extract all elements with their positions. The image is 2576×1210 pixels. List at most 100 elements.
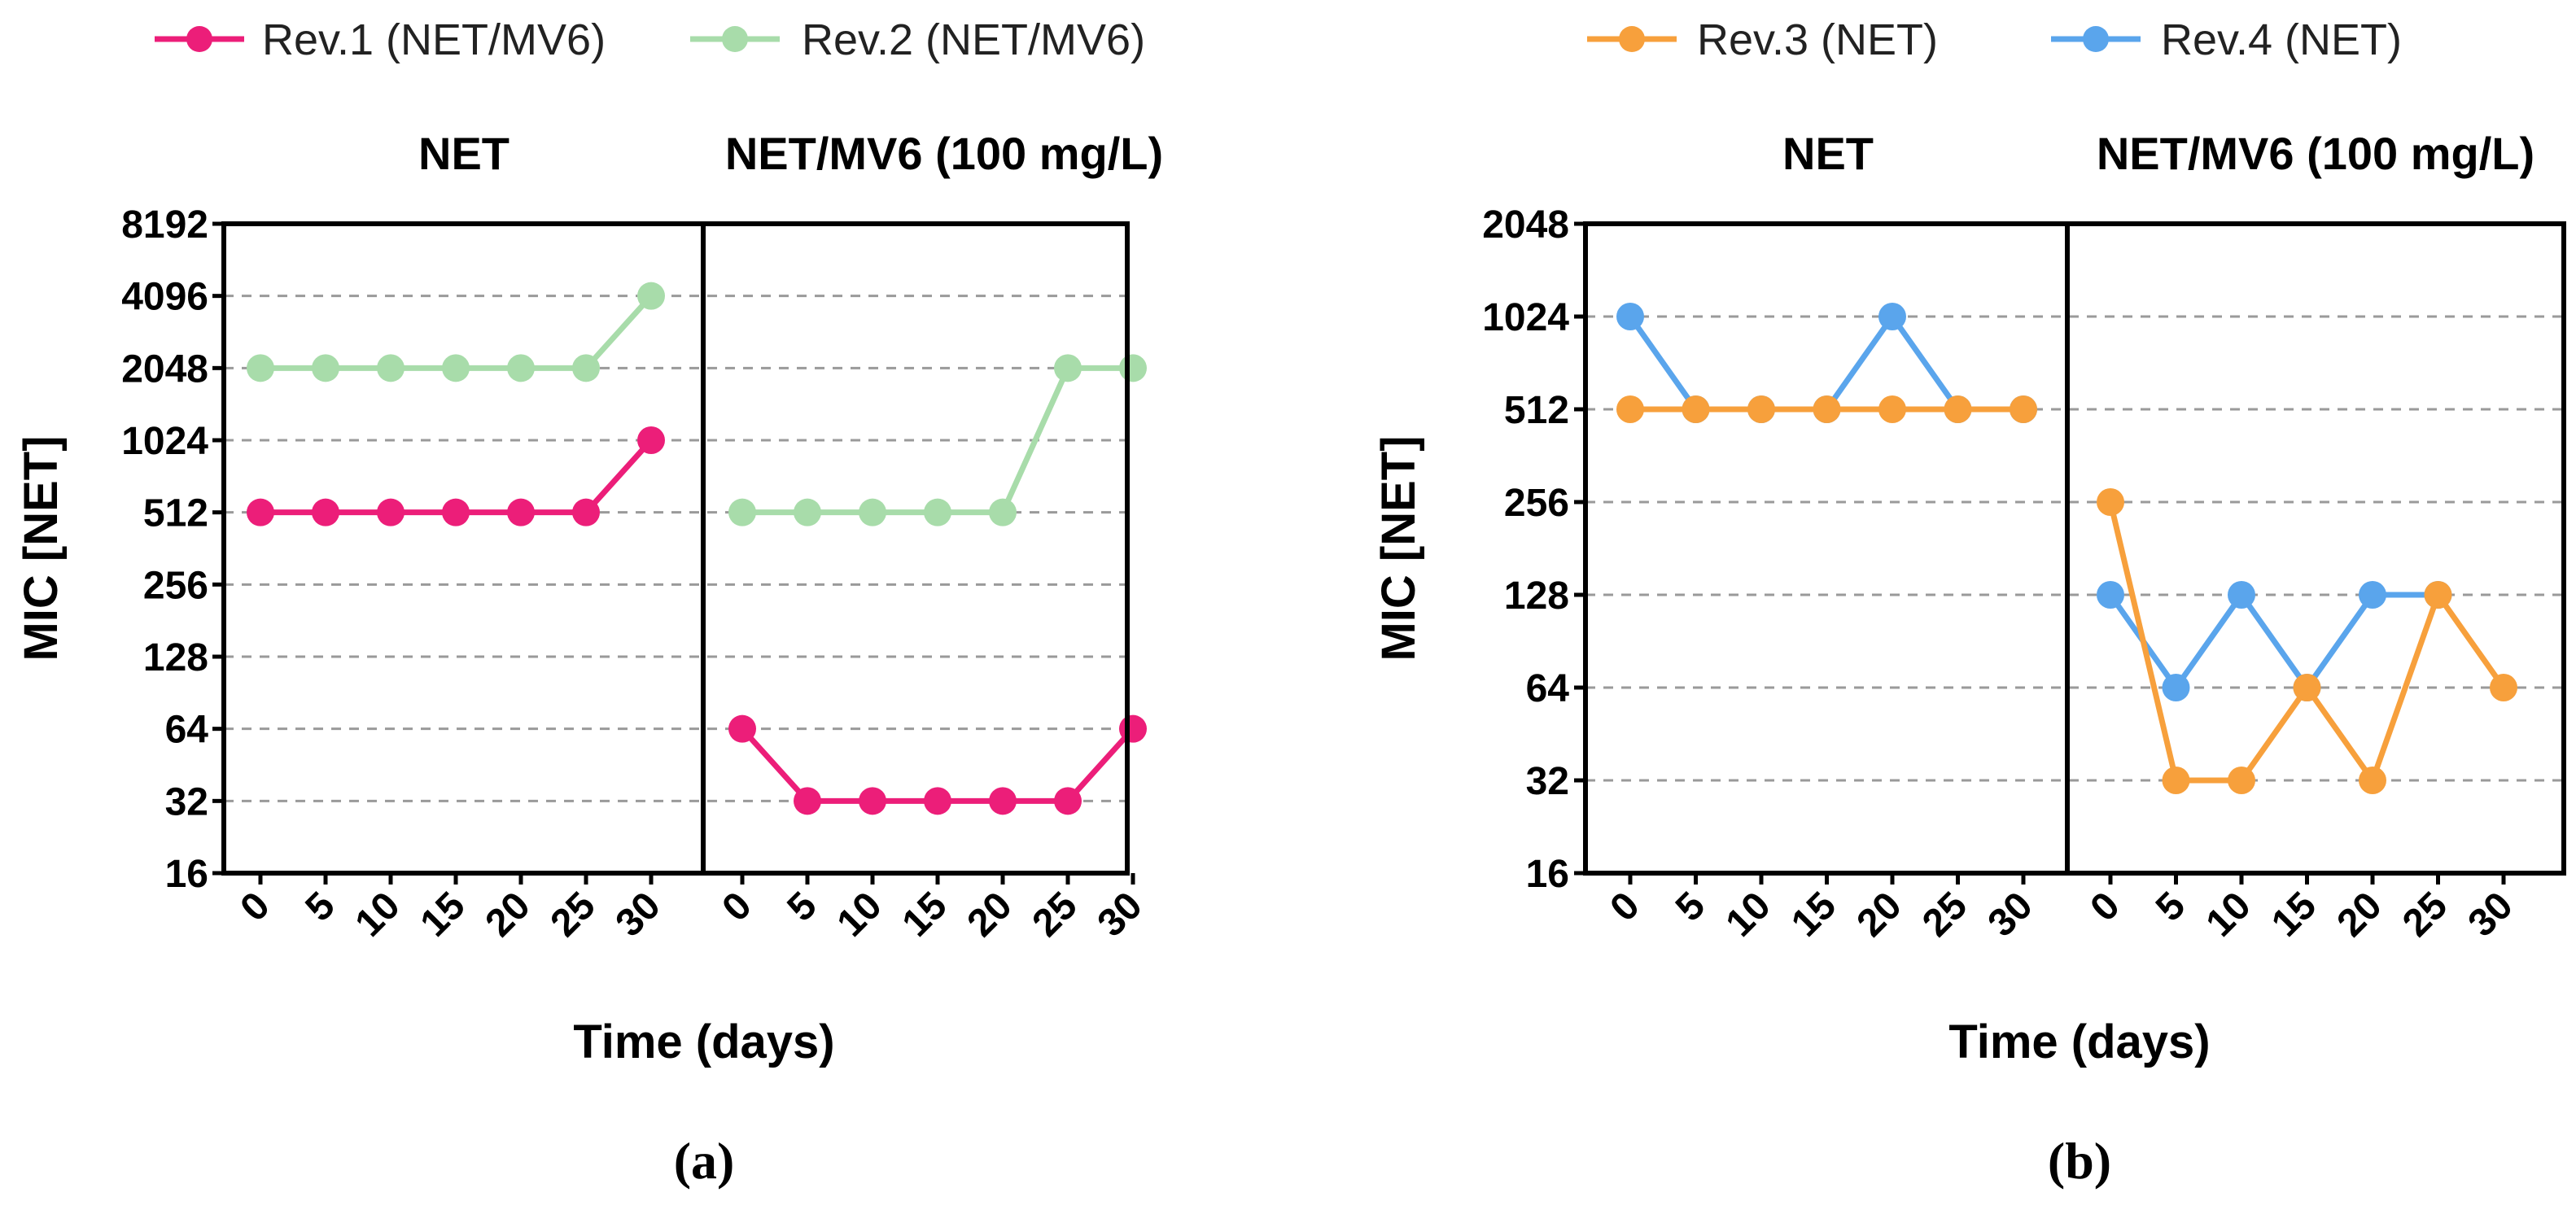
series-layer-a [247, 282, 1147, 815]
x-tick-label-a-0-20: 20 [478, 884, 539, 945]
x-tick-label-a-1-10: 10 [829, 884, 890, 945]
y-tick-label-b-128: 128 [1504, 574, 1569, 618]
legend-item-b-1: Rev.4 (NET) [2051, 15, 2402, 64]
data-point-b-0-1-4 [1878, 395, 1906, 423]
x-tick-label-a-1-20: 20 [960, 884, 1021, 945]
panel-label-a: (a) [674, 1132, 735, 1190]
data-point-a-1-1-2 [859, 498, 886, 526]
data-point-b-1-0-2 [2228, 581, 2255, 609]
data-point-b-1-1-4 [2359, 767, 2386, 794]
data-point-a-0-0-6 [637, 426, 665, 454]
data-point-a-1-0-1 [794, 787, 821, 815]
data-point-a-0-0-5 [572, 498, 600, 526]
data-point-b-1-1-3 [2293, 674, 2321, 701]
data-point-a-1-0-2 [859, 787, 886, 815]
data-point-b-1-1-5 [2424, 581, 2452, 609]
x-axis-ticks-b: 0 5 10 15 20 25 30 0 5 10 15 20 25 30 [1602, 873, 2521, 946]
facet-title-a-1: NET/MV6 (100 mg/L) [725, 128, 1163, 179]
y-tick-label-a-64: 64 [165, 709, 209, 752]
data-point-a-0-0-0 [247, 498, 274, 526]
data-point-a-0-1-3 [442, 354, 470, 382]
legend-swatch-a-1-marker [722, 26, 748, 52]
y-tick-label-b-256: 256 [1504, 482, 1569, 525]
data-point-a-0-0-4 [507, 498, 535, 526]
x-tick-label-b-0-30: 30 [1980, 884, 2041, 945]
data-point-b-0-0-4 [1878, 303, 1906, 330]
y-tick-label-a-256: 256 [143, 564, 208, 607]
x-tick-label-a-1-30: 30 [1090, 884, 1151, 945]
data-point-b-1-1-6 [2490, 674, 2517, 701]
data-point-a-1-1-3 [924, 498, 951, 526]
x-tick-label-b-1-5: 5 [2148, 884, 2193, 929]
data-point-b-1-0-0 [2097, 581, 2124, 609]
facet-title-b-0: NET [1782, 128, 1874, 179]
x-tick-label-b-0-20: 20 [1849, 884, 1910, 945]
x-tick-label-a-0-30: 30 [608, 884, 669, 945]
legend-item-a-0: Rev.1 (NET/MV6) [155, 15, 606, 64]
data-point-b-1-0-1 [2162, 674, 2190, 701]
data-point-a-1-0-3 [924, 787, 951, 815]
data-point-a-1-0-5 [1054, 787, 1082, 815]
legend-item-b-0: Rev.3 (NET) [1587, 15, 1938, 64]
y-tick-label-a-128: 128 [143, 636, 208, 679]
data-point-b-0-1-6 [2010, 395, 2037, 423]
series-line-b-0-0 [1628, 313, 2023, 413]
plot-frame-a [221, 221, 1130, 876]
y-tick-label-b-1024: 1024 [1482, 296, 1569, 339]
y-tick-label-a-4096: 4096 [121, 276, 208, 319]
y-tick-label-a-2048: 2048 [121, 347, 208, 391]
legend-label-b-0: Rev.3 (NET) [1697, 15, 1938, 64]
x-tick-label-a-0-10: 10 [348, 884, 409, 945]
x-tick-label-b-0-5: 5 [1668, 884, 1713, 929]
x-tick-label-b-1-25: 25 [2394, 884, 2456, 945]
data-point-a-1-0-0 [728, 714, 756, 743]
data-point-b-0-1-3 [1813, 395, 1841, 423]
x-axis-ticks-a: 0 5 10 15 20 25 30 0 5 10 15 20 25 30 [232, 873, 1151, 946]
x-tick-label-a-1-0: 0 [714, 884, 759, 929]
x-tick-label-a-0-0: 0 [232, 884, 278, 929]
series-line-b-1-1 [2107, 501, 2506, 784]
y-tick-label-a-16: 16 [165, 853, 208, 896]
plot-frame-b [1583, 221, 2566, 876]
x-tick-label-a-1-5: 5 [779, 884, 824, 929]
x-tick-label-a-1-15: 15 [894, 884, 956, 945]
x-axis-label-a: Time (days) [573, 1016, 834, 1068]
y-tick-label-b-512: 512 [1504, 389, 1569, 432]
data-point-a-0-1-5 [572, 354, 600, 382]
y-tick-label-a-8192: 8192 [121, 203, 208, 247]
legend-swatch-a-0-marker [186, 26, 212, 52]
data-point-b-1-0-4 [2359, 581, 2386, 609]
data-point-b-1-1-0 [2097, 488, 2124, 516]
legend-item-a-1: Rev.2 (NET/MV6) [690, 15, 1145, 64]
x-tick-label-b-1-20: 20 [2329, 884, 2390, 945]
data-point-a-1-1-5 [1054, 354, 1082, 382]
legend-b: Rev.3 (NET) Rev.4 (NET) [1587, 15, 2402, 64]
x-tick-label-b-0-10: 10 [1718, 884, 1779, 945]
data-point-a-0-0-2 [377, 498, 405, 526]
data-point-a-0-1-4 [507, 354, 535, 382]
data-point-b-0-1-0 [1616, 395, 1644, 423]
y-tick-label-b-2048: 2048 [1482, 203, 1569, 247]
x-tick-label-a-1-25: 25 [1025, 884, 1086, 945]
y-tick-label-a-32: 32 [165, 780, 208, 823]
x-tick-label-b-0-15: 15 [1783, 884, 1844, 945]
legend-swatch-b-0-marker [1619, 26, 1645, 52]
legend-swatch-b-1-marker [2083, 26, 2109, 52]
x-tick-label-b-1-30: 30 [2460, 884, 2521, 945]
y-axis-label-b: MIC [NET] [1372, 435, 1425, 661]
data-point-b-1-1-1 [2162, 767, 2190, 794]
x-axis-label-b: Time (days) [1948, 1016, 2210, 1068]
y-axis-ticks-b: 16 32 64 128 256 512 1024 2048 [1482, 203, 1585, 896]
data-point-a-1-0-6 [1119, 714, 1147, 743]
data-point-b-0-1-2 [1747, 395, 1775, 423]
x-tick-label-b-1-0: 0 [2082, 884, 2128, 929]
data-point-a-1-0-4 [989, 787, 1017, 815]
data-point-a-0-1-6 [637, 282, 665, 310]
y-tick-label-b-16: 16 [1526, 853, 1569, 896]
y-axis-label-a: MIC [NET] [15, 435, 68, 661]
x-tick-label-a-0-15: 15 [413, 884, 474, 945]
y-tick-label-a-1024: 1024 [121, 420, 208, 463]
